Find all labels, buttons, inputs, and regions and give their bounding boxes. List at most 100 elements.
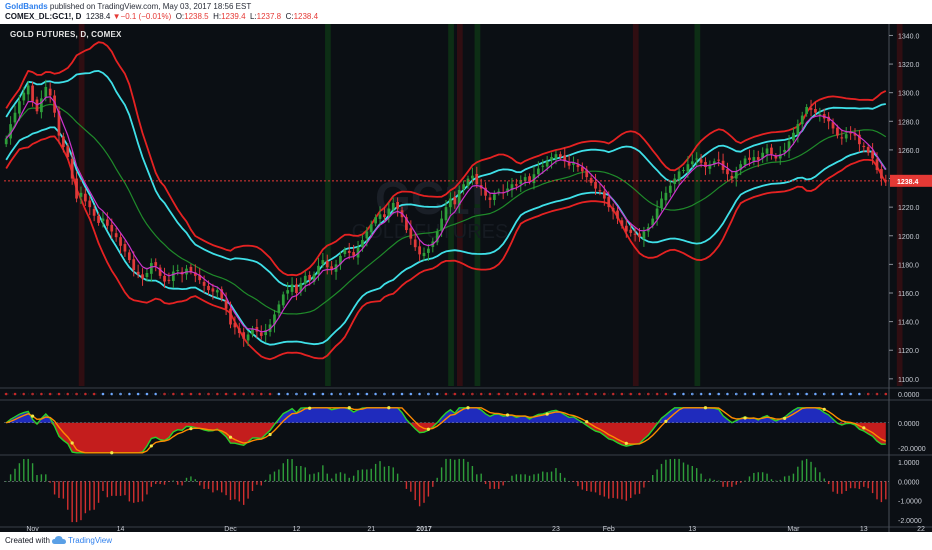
histogram-bar — [616, 481, 619, 499]
histogram-bar — [550, 471, 553, 482]
histogram-bar — [401, 481, 403, 482]
candle — [866, 144, 870, 156]
band-midline — [5, 103, 887, 315]
histogram-bar — [498, 481, 500, 489]
squeeze-dot — [831, 392, 835, 396]
histogram-bar — [630, 481, 632, 498]
candle-body — [356, 247, 360, 258]
candle-body — [295, 284, 298, 293]
histogram-bar — [370, 468, 372, 482]
histogram-bar — [761, 472, 764, 482]
candle-body — [374, 217, 377, 224]
candle-body — [664, 192, 668, 201]
candle-body — [449, 198, 452, 208]
histogram-bar — [159, 481, 161, 485]
histogram-bar — [849, 481, 852, 489]
price-axis-label: 1220.0 — [898, 205, 920, 212]
squeeze-dot — [682, 392, 685, 396]
price-change: −0.1 (−0.01%) — [120, 12, 172, 21]
histogram-bar — [757, 472, 759, 482]
squeeze-dot — [268, 392, 272, 396]
candle-body — [660, 198, 663, 208]
tradingview-brand-link[interactable]: TradingView — [68, 536, 113, 545]
candle — [145, 267, 149, 282]
candle-body — [101, 218, 105, 222]
candle-body — [343, 250, 347, 255]
histogram-bar — [366, 469, 368, 482]
price-axis-label: 1280.0 — [898, 119, 920, 126]
candle — [616, 206, 619, 225]
candle — [572, 156, 575, 172]
squeeze-dot — [189, 392, 193, 396]
histogram-bar — [652, 475, 654, 482]
last-price-tag-label: 1238.4 — [897, 179, 919, 186]
histogram-bar — [643, 481, 645, 488]
histogram-bar — [832, 481, 834, 492]
histogram-bar — [352, 475, 355, 482]
squeeze-dot — [84, 392, 87, 396]
histogram-bar — [247, 481, 249, 499]
candle — [299, 277, 303, 296]
highlight-green-column — [694, 24, 701, 386]
histogram-bar — [682, 462, 685, 482]
squeeze-dot — [523, 392, 527, 396]
oscillator-cross-dot — [426, 427, 431, 431]
candle — [242, 327, 246, 347]
histogram-bar — [638, 481, 641, 494]
oscillator-cross-dot — [545, 412, 549, 416]
candle — [655, 200, 659, 226]
candle-body — [677, 171, 681, 180]
candle — [558, 151, 562, 160]
histogram-bar — [58, 481, 60, 498]
candle — [35, 96, 39, 115]
histogram-bar — [251, 481, 254, 491]
candle — [136, 264, 140, 279]
squeeze-dot — [849, 392, 852, 396]
histogram-bar — [264, 479, 267, 482]
histogram-bar — [678, 458, 680, 482]
histogram-bar — [836, 481, 839, 494]
lower-outer-band — [5, 135, 887, 361]
squeeze-dot — [717, 392, 720, 396]
squeeze-dot — [550, 392, 553, 396]
squeeze-dot — [506, 392, 509, 396]
squeeze-dot — [462, 392, 465, 396]
candle-body — [273, 314, 276, 325]
histogram-bar — [572, 481, 575, 482]
squeeze-dot — [92, 392, 96, 396]
candle-body — [536, 168, 540, 175]
histogram-bar — [537, 473, 540, 482]
candle-body — [378, 214, 382, 219]
candle — [233, 316, 237, 335]
candle — [101, 210, 105, 228]
histogram-bar — [739, 481, 742, 483]
candle-body — [75, 178, 78, 199]
chart-area[interactable]: GC1! GOLD FUTURES 1340.0 1320.0 1300.0 1280… — [0, 24, 932, 533]
chart-svg[interactable]: GC1! GOLD FUTURES 1340.01320.01300.01280… — [0, 24, 932, 533]
candle-body — [387, 208, 391, 216]
histogram-bar — [150, 481, 153, 487]
candle-body — [171, 271, 175, 281]
author-name[interactable]: GoldBands — [5, 2, 48, 11]
histogram-bar — [216, 481, 219, 491]
candle — [163, 267, 166, 288]
histogram-bar — [797, 466, 799, 482]
squeeze-dot — [541, 392, 545, 396]
candle — [22, 87, 26, 105]
candle — [800, 111, 804, 130]
squeeze-dot — [48, 392, 52, 396]
candle-body — [92, 208, 96, 216]
candle — [321, 252, 325, 268]
squeeze-dot — [752, 392, 756, 396]
candle-body — [752, 157, 756, 162]
candle — [471, 167, 474, 185]
candle — [308, 271, 312, 286]
histogram-bar — [291, 459, 293, 482]
candle-body — [471, 175, 474, 179]
candle-body — [9, 124, 12, 139]
candle-body — [127, 252, 131, 261]
candle-body — [325, 260, 329, 268]
histogram-bar — [80, 481, 82, 521]
time-axis-label: 14 — [117, 526, 125, 532]
histogram-bar — [14, 468, 16, 482]
